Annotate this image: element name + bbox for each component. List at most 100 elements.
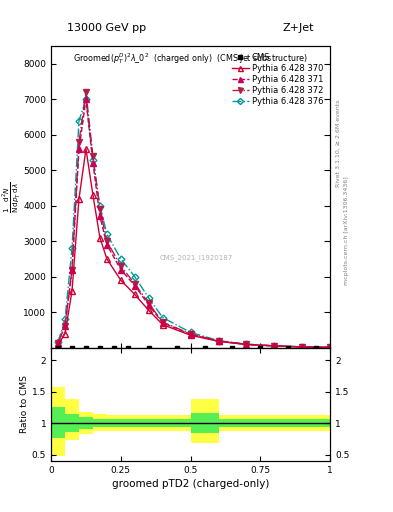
Text: mcplots.cern.ch [arXiv:1306.3436]: mcplots.cern.ch [arXiv:1306.3436] — [344, 176, 349, 285]
Pythia 6.428 376 — [77, 118, 81, 124]
Pythia 6.428 376 — [328, 345, 332, 351]
Pythia 6.428 371 — [146, 302, 151, 308]
Pythia 6.428 376 — [216, 337, 221, 344]
Pythia 6.428 372 — [84, 89, 88, 95]
CMS — [112, 345, 116, 351]
Pythia 6.428 370 — [97, 234, 102, 241]
Pythia 6.428 372 — [91, 153, 95, 159]
Pythia 6.428 372 — [328, 345, 332, 351]
Text: Groomed$(p_T^D)^2\lambda\_0^2$  (charged only)  (CMS jet substructure): Groomed$(p_T^D)^2\lambda\_0^2$ (charged … — [73, 51, 308, 66]
Pythia 6.428 376 — [300, 344, 305, 350]
CMS — [258, 345, 263, 351]
Pythia 6.428 371 — [160, 320, 165, 326]
Line: Pythia 6.428 370: Pythia 6.428 370 — [55, 146, 333, 350]
CMS — [125, 345, 130, 351]
Pythia 6.428 371 — [216, 338, 221, 344]
CMS — [70, 345, 74, 351]
Pythia 6.428 371 — [56, 340, 61, 347]
Pythia 6.428 376 — [188, 329, 193, 335]
Pythia 6.428 371 — [300, 344, 305, 350]
Pythia 6.428 376 — [132, 273, 137, 280]
CMS — [56, 345, 61, 351]
Pythia 6.428 376 — [56, 339, 61, 345]
X-axis label: groomed pTD2 (charged-only): groomed pTD2 (charged-only) — [112, 479, 269, 489]
Pythia 6.428 371 — [132, 283, 137, 289]
Pythia 6.428 376 — [146, 295, 151, 301]
CMS — [286, 345, 291, 351]
Pythia 6.428 372 — [132, 281, 137, 287]
CMS — [202, 345, 207, 351]
Pythia 6.428 370 — [84, 146, 88, 152]
Line: Pythia 6.428 371: Pythia 6.428 371 — [55, 97, 333, 350]
Line: CMS: CMS — [56, 345, 319, 350]
Pythia 6.428 371 — [91, 160, 95, 166]
Pythia 6.428 372 — [119, 263, 123, 269]
Pythia 6.428 370 — [70, 288, 74, 294]
Pythia 6.428 370 — [188, 332, 193, 338]
Pythia 6.428 370 — [244, 342, 249, 348]
Pythia 6.428 371 — [77, 146, 81, 152]
Text: 13000 GeV pp: 13000 GeV pp — [67, 23, 146, 33]
Pythia 6.428 370 — [56, 342, 61, 348]
Pythia 6.428 376 — [70, 245, 74, 251]
Pythia 6.428 372 — [300, 344, 305, 350]
Pythia 6.428 376 — [105, 231, 109, 237]
Pythia 6.428 370 — [63, 330, 68, 336]
Pythia 6.428 371 — [84, 96, 88, 102]
Pythia 6.428 370 — [105, 256, 109, 262]
Pythia 6.428 370 — [300, 344, 305, 350]
CMS — [314, 345, 318, 351]
Pythia 6.428 376 — [91, 157, 95, 163]
Pythia 6.428 371 — [119, 267, 123, 273]
Pythia 6.428 372 — [77, 139, 81, 145]
Pythia 6.428 372 — [160, 319, 165, 325]
Pythia 6.428 372 — [188, 331, 193, 337]
Pythia 6.428 370 — [216, 338, 221, 345]
Pythia 6.428 370 — [132, 291, 137, 297]
Pythia 6.428 376 — [272, 343, 277, 349]
Pythia 6.428 371 — [97, 214, 102, 220]
Pythia 6.428 372 — [216, 338, 221, 344]
Pythia 6.428 370 — [146, 307, 151, 313]
Legend: CMS, Pythia 6.428 370, Pythia 6.428 371, Pythia 6.428 372, Pythia 6.428 376: CMS, Pythia 6.428 370, Pythia 6.428 371,… — [230, 50, 326, 109]
Pythia 6.428 372 — [272, 343, 277, 349]
Pythia 6.428 370 — [160, 322, 165, 328]
Pythia 6.428 370 — [119, 277, 123, 283]
Pythia 6.428 376 — [63, 316, 68, 323]
Pythia 6.428 371 — [328, 345, 332, 351]
Pythia 6.428 371 — [244, 342, 249, 348]
Text: Rivet 3.1.10, ≥ 2.6M events: Rivet 3.1.10, ≥ 2.6M events — [336, 100, 341, 187]
CMS — [174, 345, 179, 351]
Pythia 6.428 376 — [97, 203, 102, 209]
Pythia 6.428 371 — [188, 331, 193, 337]
CMS — [230, 345, 235, 351]
CMS — [97, 345, 102, 351]
Pythia 6.428 372 — [105, 238, 109, 244]
Pythia 6.428 376 — [119, 256, 123, 262]
Pythia 6.428 372 — [146, 300, 151, 306]
Pythia 6.428 370 — [328, 345, 332, 351]
Y-axis label: $\frac{1}{\mathrm{N}}\frac{\mathrm{d}^2N}{\mathrm{d}p_T\,\mathrm{d}\lambda}$: $\frac{1}{\mathrm{N}}\frac{\mathrm{d}^2N… — [1, 181, 22, 212]
Pythia 6.428 371 — [105, 242, 109, 248]
Pythia 6.428 371 — [70, 267, 74, 273]
Pythia 6.428 372 — [56, 340, 61, 347]
CMS — [146, 345, 151, 351]
Line: Pythia 6.428 376: Pythia 6.428 376 — [56, 97, 332, 350]
Pythia 6.428 370 — [77, 196, 81, 202]
Pythia 6.428 372 — [97, 206, 102, 212]
Pythia 6.428 370 — [91, 192, 95, 198]
Pythia 6.428 371 — [63, 323, 68, 329]
Text: CMS_2021_I1920187: CMS_2021_I1920187 — [160, 254, 233, 261]
CMS — [84, 345, 88, 351]
Text: Z+Jet: Z+Jet — [283, 23, 314, 33]
Line: Pythia 6.428 372: Pythia 6.428 372 — [55, 90, 333, 350]
Pythia 6.428 371 — [272, 343, 277, 349]
Pythia 6.428 372 — [244, 342, 249, 348]
Pythia 6.428 372 — [63, 323, 68, 329]
Pythia 6.428 376 — [84, 96, 88, 102]
Pythia 6.428 370 — [272, 343, 277, 349]
Y-axis label: Ratio to CMS: Ratio to CMS — [20, 375, 29, 433]
Pythia 6.428 376 — [160, 314, 165, 321]
Pythia 6.428 372 — [70, 267, 74, 273]
Pythia 6.428 376 — [244, 341, 249, 347]
